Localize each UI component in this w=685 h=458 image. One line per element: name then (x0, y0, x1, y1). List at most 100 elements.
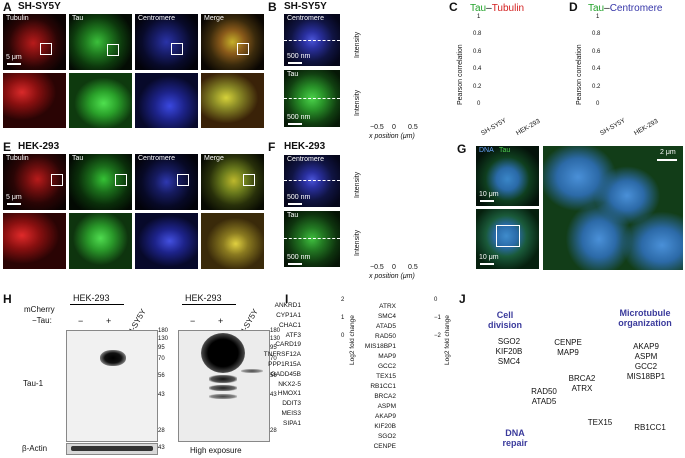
channel-label-merge: Merge (204, 15, 224, 22)
d-ytick-4: 0.8 (592, 31, 601, 37)
venn-outside: RB1CC1 (634, 423, 666, 432)
c-title-tubulin: Tubulin (491, 3, 525, 14)
gene-label: SGO2 (377, 432, 396, 440)
h-tau-band (100, 350, 126, 366)
i-down-tick-1: −1 (434, 315, 441, 321)
b-centromere-profile (366, 18, 423, 61)
venn-gene: ASPM (634, 352, 658, 361)
heatmap-cell (305, 350, 325, 361)
scale-bar (480, 263, 494, 265)
gene-label: CARD19 (275, 341, 301, 349)
panel-letter-j: J (459, 292, 466, 306)
i-down-tick-2: −2 (434, 333, 441, 339)
b-tau-image: Tau 500 nm (284, 70, 340, 127)
f-centromere-label: Centromere (287, 156, 324, 163)
e-channel-tubulin: Tubulin (6, 155, 29, 162)
f-tau-image: Tau 500 nm (284, 211, 340, 267)
h-group-line (70, 304, 124, 305)
h-tau-band-high (201, 333, 245, 373)
hek-merge-zoom (201, 213, 264, 269)
panel-letter-g: G (457, 142, 467, 156)
h-marker-56-b: 56 (270, 373, 277, 379)
roi-box (496, 225, 520, 247)
b-xlabel: x position (μm) (369, 133, 415, 140)
venn-gene: AKAP9 (633, 342, 659, 351)
h-actin-strip-a (66, 443, 158, 455)
panel-f-cell-line: HEK-293 (284, 141, 326, 152)
h-marker-95-b: 95 (270, 345, 277, 351)
panel-letter-h: H (3, 292, 12, 306)
h-band-label: Tau-1 (23, 379, 44, 388)
panel-letter-i: I (285, 292, 289, 306)
venn-gene: BRCA2 (568, 374, 596, 383)
f-ylabel-top: Intensity (354, 171, 361, 198)
heatmap-cell (400, 372, 420, 383)
venn-gene: MAP9 (557, 348, 579, 357)
scale-bar (657, 159, 677, 161)
gene-label: CYP1A1 (276, 312, 301, 320)
gene-label: MEIS3 (281, 409, 301, 417)
panel-letter-d: D (569, 0, 578, 14)
heatmap-cell (400, 442, 420, 453)
d-ytick-3: 0.6 (592, 49, 601, 55)
h-lane-minus-b: − (190, 316, 196, 326)
roi-box (40, 43, 52, 55)
scale-bar (7, 203, 21, 205)
h-lower-band (209, 394, 237, 399)
c-ytick-3: 0.6 (473, 49, 482, 55)
h-lane-plus-a: + (106, 316, 112, 326)
venn-gene: GCC2 (634, 362, 658, 371)
heatmap-cell (305, 360, 325, 371)
h-cell-hek-b: HEK-293 (185, 293, 222, 303)
heatmap-cell (400, 352, 420, 363)
heatmap-cell (400, 312, 420, 323)
b-top-axes (366, 14, 423, 66)
gene-label: NKX2-5 (278, 380, 301, 388)
sy5y-tau-zoom (69, 73, 132, 128)
h-lane-minus-a: − (78, 316, 84, 326)
profile-line (284, 180, 340, 181)
c-ylabel: Pearson correlation (457, 44, 464, 105)
roi-box (243, 174, 255, 186)
venn-microtubule (553, 304, 671, 422)
b-xtick-neg: −0.5 (370, 124, 384, 131)
sy5y-centromere-zoom (135, 73, 198, 128)
scale-bar (288, 263, 302, 265)
panel-e-cell-line: HEK-293 (18, 141, 60, 152)
scale-bar (288, 62, 302, 64)
h-marker-70: 70 (158, 356, 165, 362)
f-xtick-neg: −0.5 (370, 264, 384, 271)
h-loading-label: β-Actin (22, 444, 48, 453)
venn-gene: MIS18BP1 (626, 372, 666, 381)
h-cell-hek-a: HEK-293 (73, 293, 110, 303)
g-zoom-image: 2 μm (543, 146, 683, 270)
h-lower-band (209, 385, 237, 391)
c-ytick-0: 0 (477, 101, 481, 107)
f-ylabel-bottom: Intensity (354, 229, 361, 256)
f-xtick-pos: 0.5 (408, 264, 418, 271)
i-up-scale-label: Log2 fold change (349, 315, 356, 365)
sy5y-merge-image: Merge (201, 14, 264, 70)
profile-line (284, 238, 340, 239)
gene-label: CHAC1 (278, 321, 301, 329)
box-outlier: + (506, 39, 510, 46)
venn-only-cell-division: SGO2 KIF20B SMC4 (489, 337, 529, 367)
h-marker-180: 180 (158, 328, 169, 334)
i-up-tick-0: 0 (341, 333, 345, 339)
gene-label: KIF20B (374, 422, 396, 430)
box-outlier: + (539, 35, 543, 42)
venn-cell-micro: CENPE MAP9 (548, 338, 588, 358)
channel-label-centromere: Centromere (138, 15, 175, 22)
e-channel-tau: Tau (72, 155, 84, 162)
g-scale-bottom: 10 μm (479, 254, 499, 261)
d-ytick-1: 0.2 (592, 84, 601, 90)
hek-tau-image: Tau (69, 154, 132, 210)
venn-label-cell-division: Cell division (487, 310, 522, 330)
h-marker-28-b: 28 (270, 428, 277, 434)
heatmap-cell (400, 362, 420, 373)
h-marker-70-b: 70 (270, 356, 277, 362)
heatmap-cell (305, 321, 325, 332)
gene-label: ANKRD1 (274, 302, 301, 310)
f-centromere-profile (366, 157, 423, 202)
heatmap-cell (400, 402, 420, 413)
